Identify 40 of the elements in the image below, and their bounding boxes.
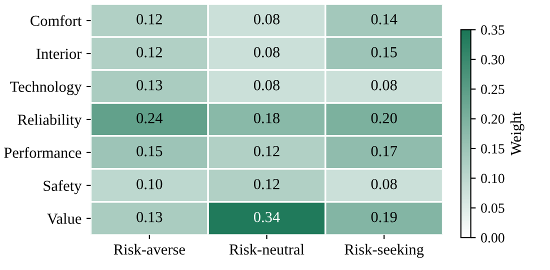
data-label: 0.14 bbox=[371, 14, 398, 24]
data-label: 0.17 bbox=[371, 146, 398, 156]
color-bar-label: 0.30 bbox=[481, 54, 504, 64]
data-label: 0.15 bbox=[371, 47, 397, 58]
color-bar-title: Weight bbox=[510, 112, 524, 156]
data-label: 0.13 bbox=[136, 80, 162, 90]
x-tick-label: Risk-averse bbox=[114, 244, 185, 255]
data-label: 0.08 bbox=[254, 47, 280, 58]
y-tick-label: Interior bbox=[36, 48, 82, 59]
data-label: 0.15 bbox=[136, 146, 162, 156]
data-label: 0.08 bbox=[254, 80, 280, 90]
data-label: 0.18 bbox=[254, 112, 280, 124]
data-label: 0.08 bbox=[371, 178, 397, 190]
x-tick-label: Risk-seeking bbox=[344, 244, 424, 258]
y-tick-label: Technology bbox=[10, 81, 82, 96]
data-label: 0.08 bbox=[371, 80, 397, 90]
data-label: 0.08 bbox=[254, 14, 280, 24]
data-label: 0.24 bbox=[136, 112, 163, 124]
y-tick-label: Value bbox=[47, 213, 82, 224]
data-label: 0.12 bbox=[136, 47, 162, 58]
color-bar-label: 0.35 bbox=[481, 25, 504, 35]
x-tick-label: Risk-neutral bbox=[229, 244, 304, 255]
y-tick-label: Comfort bbox=[30, 15, 82, 26]
data-label: 0.19 bbox=[371, 212, 397, 222]
data-label: 0.12 bbox=[136, 14, 162, 24]
data-label: 0.12 bbox=[254, 178, 280, 190]
color-bar-label: 0.20 bbox=[481, 114, 504, 124]
color-bar-label: 0.25 bbox=[481, 84, 504, 94]
y-tick-label: Safety bbox=[44, 180, 82, 194]
data-label: 0.10 bbox=[136, 178, 162, 190]
data-label: 0.12 bbox=[254, 146, 280, 156]
data-label: 0.13 bbox=[136, 212, 162, 222]
color-bar-label: 0.05 bbox=[481, 203, 504, 213]
data-label: 0.20 bbox=[371, 112, 397, 124]
color-bar-label: 0.15 bbox=[481, 144, 504, 154]
y-tick-label: Reliability bbox=[18, 114, 82, 128]
color-bar-label: 0.10 bbox=[481, 174, 504, 184]
y-tick-label: Performance bbox=[4, 147, 82, 158]
color-bar-label: 0.00 bbox=[481, 233, 504, 243]
data-label: 0.34 bbox=[254, 212, 280, 222]
